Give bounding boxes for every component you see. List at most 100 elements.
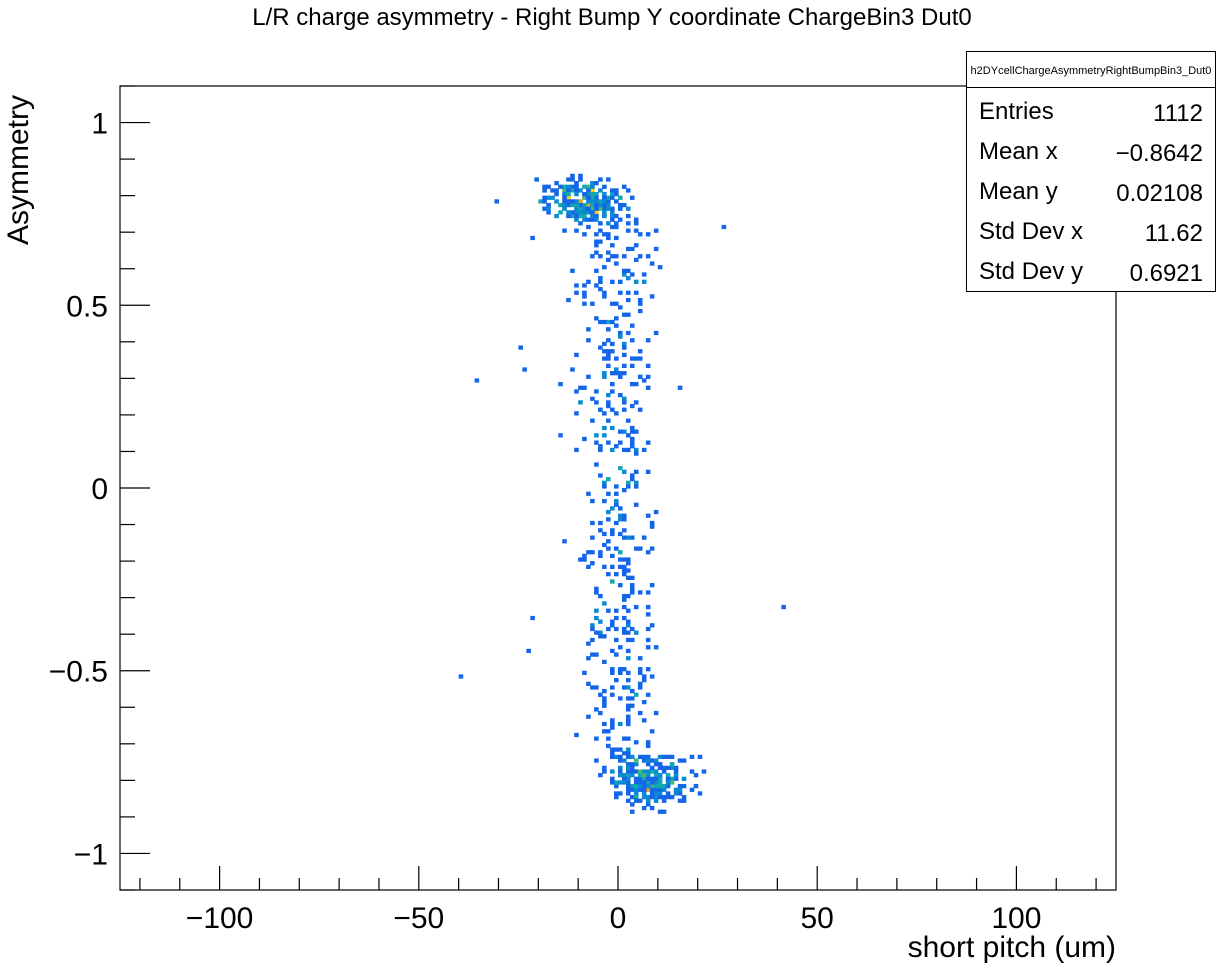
histogram-cell [530,615,535,621]
histogram-cell [598,447,603,453]
histogram-cell [637,308,643,314]
histogram-cell [610,425,615,431]
histogram-cell [625,747,631,752]
histogram-cell [602,542,607,548]
y-tick-label: −1 [74,838,108,871]
histogram-cell [669,794,675,800]
histogram-cell [629,787,635,792]
chart-title: L/R charge asymmetry - Right Bump Y coor… [252,4,972,31]
histogram-cell [610,528,615,533]
histogram-cell [570,367,575,372]
histogram-cell [594,250,599,255]
histogram-cell [681,758,687,763]
histogram-cell [602,601,607,606]
histogram-cell [582,191,587,197]
histogram-cell [602,184,607,189]
histogram-cell [614,546,619,551]
stats-label: Entries [979,98,1054,125]
histogram-cell [629,444,635,449]
histogram-cell [590,637,595,643]
histogram-cell [637,773,643,778]
histogram-cell [610,243,615,248]
histogram-cell [602,411,607,416]
histogram-cell [653,776,659,781]
histogram-cell [657,754,663,760]
histogram-cell [625,630,631,635]
histogram-cell [542,199,547,204]
histogram-cell [637,656,643,661]
histogram-cell [633,769,639,774]
histogram-cell [610,670,615,675]
histogram-cell [629,382,635,387]
histogram-cell [649,769,655,774]
y-axis-title: Asymmetry [2,95,35,245]
histogram-cell [618,645,623,650]
histogram-cell [610,389,615,394]
histogram-cell [574,447,579,453]
histogram-cell [614,794,619,800]
histogram-cell [661,787,667,792]
histogram-cell [474,378,480,383]
histogram-cell [665,780,671,785]
histogram-cell [602,265,607,270]
histogram-cell [574,206,579,211]
histogram-cell [625,312,631,317]
histogram-cell [618,374,623,379]
histogram-cell [614,371,619,376]
histogram-cell [610,780,615,785]
histogram-cell [618,517,623,522]
histogram-cell [558,433,563,438]
histogram-cell [546,202,551,208]
histogram-cell [614,316,619,321]
histogram-cell [621,597,627,602]
histogram-cell [614,367,619,372]
histogram-cell [625,707,631,712]
histogram-cell [590,206,595,211]
histogram-cell [598,473,603,478]
histogram-cell [625,656,631,661]
stats-value: 11.62 [1144,220,1203,247]
histogram-cell [657,809,663,814]
histogram-cell [653,798,659,803]
histogram-cell [653,762,659,767]
histogram-cell [618,758,623,763]
histogram-cell [618,564,623,569]
histogram-cell [701,769,707,774]
histogram-cell [625,721,631,727]
histogram-cell [633,243,639,248]
histogram-cell [625,418,631,423]
histogram-cell [610,692,615,697]
histogram-cell [586,206,591,211]
histogram-cell [618,780,623,785]
histogram-cell [633,382,639,387]
histogram-cell [625,276,631,281]
histogram-cell [633,502,639,507]
histogram-cell [657,762,663,767]
histogram-cell [689,787,695,792]
histogram-cell [602,703,607,708]
histogram-cell [781,604,786,610]
histogram-cell [649,674,655,679]
histogram-cell [570,177,575,182]
histogram-cell [566,177,571,182]
histogram-cell [606,257,611,263]
histogram-cell [594,685,599,690]
histogram-cell [618,550,623,555]
histogram-cell [590,195,595,200]
histogram-cell [606,232,611,237]
histogram-cell [582,283,587,288]
histogram-cell [681,784,687,789]
histogram-cell [633,784,639,789]
histogram-cell [641,791,647,796]
histogram-cell [625,268,631,273]
histogram-cell [641,773,647,778]
histogram-cell [637,407,643,412]
histogram-cell [645,254,651,259]
histogram-cell [606,338,611,343]
histogram-cell [633,447,639,453]
histogram-cell [661,809,667,814]
histogram-cell [602,374,607,379]
histogram-cell [657,780,663,785]
histogram-cell [629,429,635,434]
histogram-cell [657,784,663,789]
